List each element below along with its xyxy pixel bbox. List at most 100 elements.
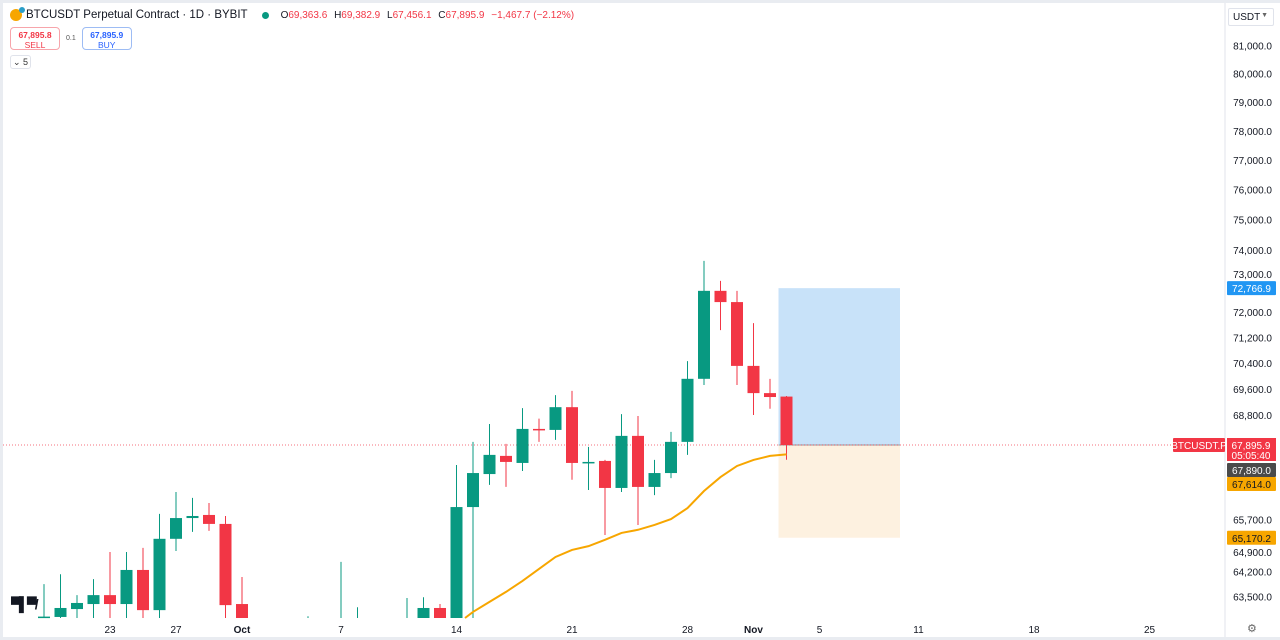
candle-body [104, 595, 116, 605]
close-value: 67,895.9 [445, 9, 485, 21]
price-axis-label: 69,600.0 [1233, 385, 1272, 396]
date-axis-label: 23 [104, 625, 116, 636]
symbol-price-tag-bg [1173, 438, 1225, 452]
order-quantity[interactable]: 0.1 [66, 35, 76, 42]
candle-body [434, 607, 446, 618]
candle-body [467, 473, 479, 508]
price-axis-label: 64,900.0 [1233, 548, 1272, 559]
date-axis-label: Oct [234, 625, 251, 636]
candle-body [632, 435, 644, 487]
price-axis-label: 64,200.0 [1233, 568, 1272, 579]
indicators-toggle[interactable]: ⌄ 5 [10, 55, 31, 69]
date-axis-label: 5 [817, 625, 823, 636]
price-axis-label: 68,800.0 [1233, 411, 1272, 422]
price-axis-label: 75,000.0 [1233, 216, 1272, 227]
open-value: 69,363.6 [288, 9, 328, 21]
last-price-tag: 67,895.9 [1232, 441, 1271, 452]
ohlc-values: O69,363.6 H69,382.9 L67,456.1 C67,895.9 … [281, 10, 575, 21]
candle-body [665, 441, 677, 474]
candle-body [170, 518, 182, 539]
candle-body [137, 569, 149, 611]
currency-value: USDT [1233, 12, 1261, 23]
ema-price-tag: 67,614.0 [1232, 480, 1271, 491]
stop-price-tag: 65,170.2 [1232, 534, 1271, 545]
price-axis-label: 73,000.0 [1233, 270, 1272, 281]
sell-label: SELL [24, 40, 46, 50]
candle-body [533, 428, 545, 431]
last-price-tag-bg [1227, 438, 1276, 461]
candle-body [219, 523, 232, 606]
candle-body [87, 595, 100, 605]
price-axis-label: 78,000.0 [1233, 127, 1272, 138]
candle-body [153, 538, 166, 611]
chevron-down-icon: ▼ [1261, 12, 1268, 19]
bar-countdown: 05:05:40 [1232, 451, 1271, 462]
candle-body [549, 407, 562, 430]
candle-body [516, 428, 529, 463]
candle-body [681, 378, 694, 442]
date-axis-label: 25 [1144, 625, 1156, 636]
candle-body [203, 514, 215, 524]
candle-body [450, 507, 463, 618]
candle-body [764, 393, 776, 398]
candle-body [648, 473, 661, 487]
plot-area [0, 260, 1225, 619]
crosshair-price-tag: 67,890.0 [1232, 466, 1271, 477]
candle-body [120, 569, 133, 605]
price-axis-label: 76,000.0 [1233, 186, 1272, 197]
position-loss-zone [778, 445, 900, 538]
candle-body [236, 604, 248, 618]
candle-body [714, 290, 727, 303]
candle-body [71, 602, 83, 610]
candle-body [566, 407, 578, 463]
symbol-legend: BTCUSDT Perpetual Contract · 1D · BYBIT … [10, 7, 575, 21]
bybit-logo-icon [10, 7, 25, 21]
currency-select[interactable]: USDT ▼ [1228, 8, 1274, 26]
stop-price-tag-bg [1227, 530, 1276, 545]
candle-body [731, 302, 743, 366]
candle-body [38, 616, 50, 619]
date-axis-label: 11 [913, 625, 924, 636]
candle-body [186, 515, 199, 519]
price-axis-label: 72,000.0 [1233, 308, 1272, 319]
candle-body [500, 455, 512, 462]
sell-price: 67,895.8 [18, 30, 52, 40]
price-axis-label: 71,200.0 [1233, 333, 1272, 344]
change-value: −1,467.7 (−2.12%) [491, 9, 575, 21]
crosshair-price-tag-bg [1227, 463, 1276, 477]
target-price-tag: 72,766.9 [1232, 284, 1271, 295]
sell-button[interactable]: 67,895.8 SELL [10, 27, 60, 50]
date-axis-label: 21 [566, 625, 578, 636]
target-price-tag-bg [1227, 281, 1276, 296]
candle-body [417, 607, 430, 618]
low-value: 67,456.1 [392, 9, 432, 21]
date-axis-label: 27 [170, 625, 182, 636]
candle-body [599, 460, 611, 488]
price-axis-label: 65,700.0 [1233, 515, 1272, 526]
gear-icon[interactable]: ⚙ [1247, 623, 1257, 635]
market-status-icon [261, 11, 269, 19]
price-axis-label: 74,000.0 [1233, 246, 1272, 257]
price-axis-label: 80,000.0 [1233, 70, 1272, 81]
tradingview-logo[interactable]: ▀▌▀/ [11, 596, 39, 612]
buy-price: 67,895.9 [90, 30, 124, 40]
high-value: 69,382.9 [341, 9, 381, 21]
symbol-price-tag: BTCUSDT.P [1171, 441, 1227, 452]
candle-body [698, 290, 710, 379]
buy-label: BUY [97, 40, 116, 50]
close-label: C [438, 9, 446, 21]
price-axis-label: 70,400.0 [1233, 359, 1272, 370]
high-label: H [334, 9, 342, 21]
position-profit-zone [778, 288, 900, 445]
buy-button[interactable]: 67,895.9 BUY [81, 27, 132, 50]
date-axis-label: 14 [451, 625, 463, 636]
date-axis-label: Nov [744, 625, 763, 636]
candle-body [483, 454, 496, 475]
candle-body [780, 396, 793, 445]
price-axis-label: 77,000.0 [1233, 156, 1272, 167]
date-axis-label: 7 [338, 625, 344, 636]
price-axis-label: 79,000.0 [1233, 98, 1272, 109]
quick-trade: 67,895.8 SELL 0.1 67,895.9 BUY [10, 27, 132, 50]
symbol-title[interactable]: BTCUSDT Perpetual Contract · 1D · BYBIT [26, 9, 248, 21]
